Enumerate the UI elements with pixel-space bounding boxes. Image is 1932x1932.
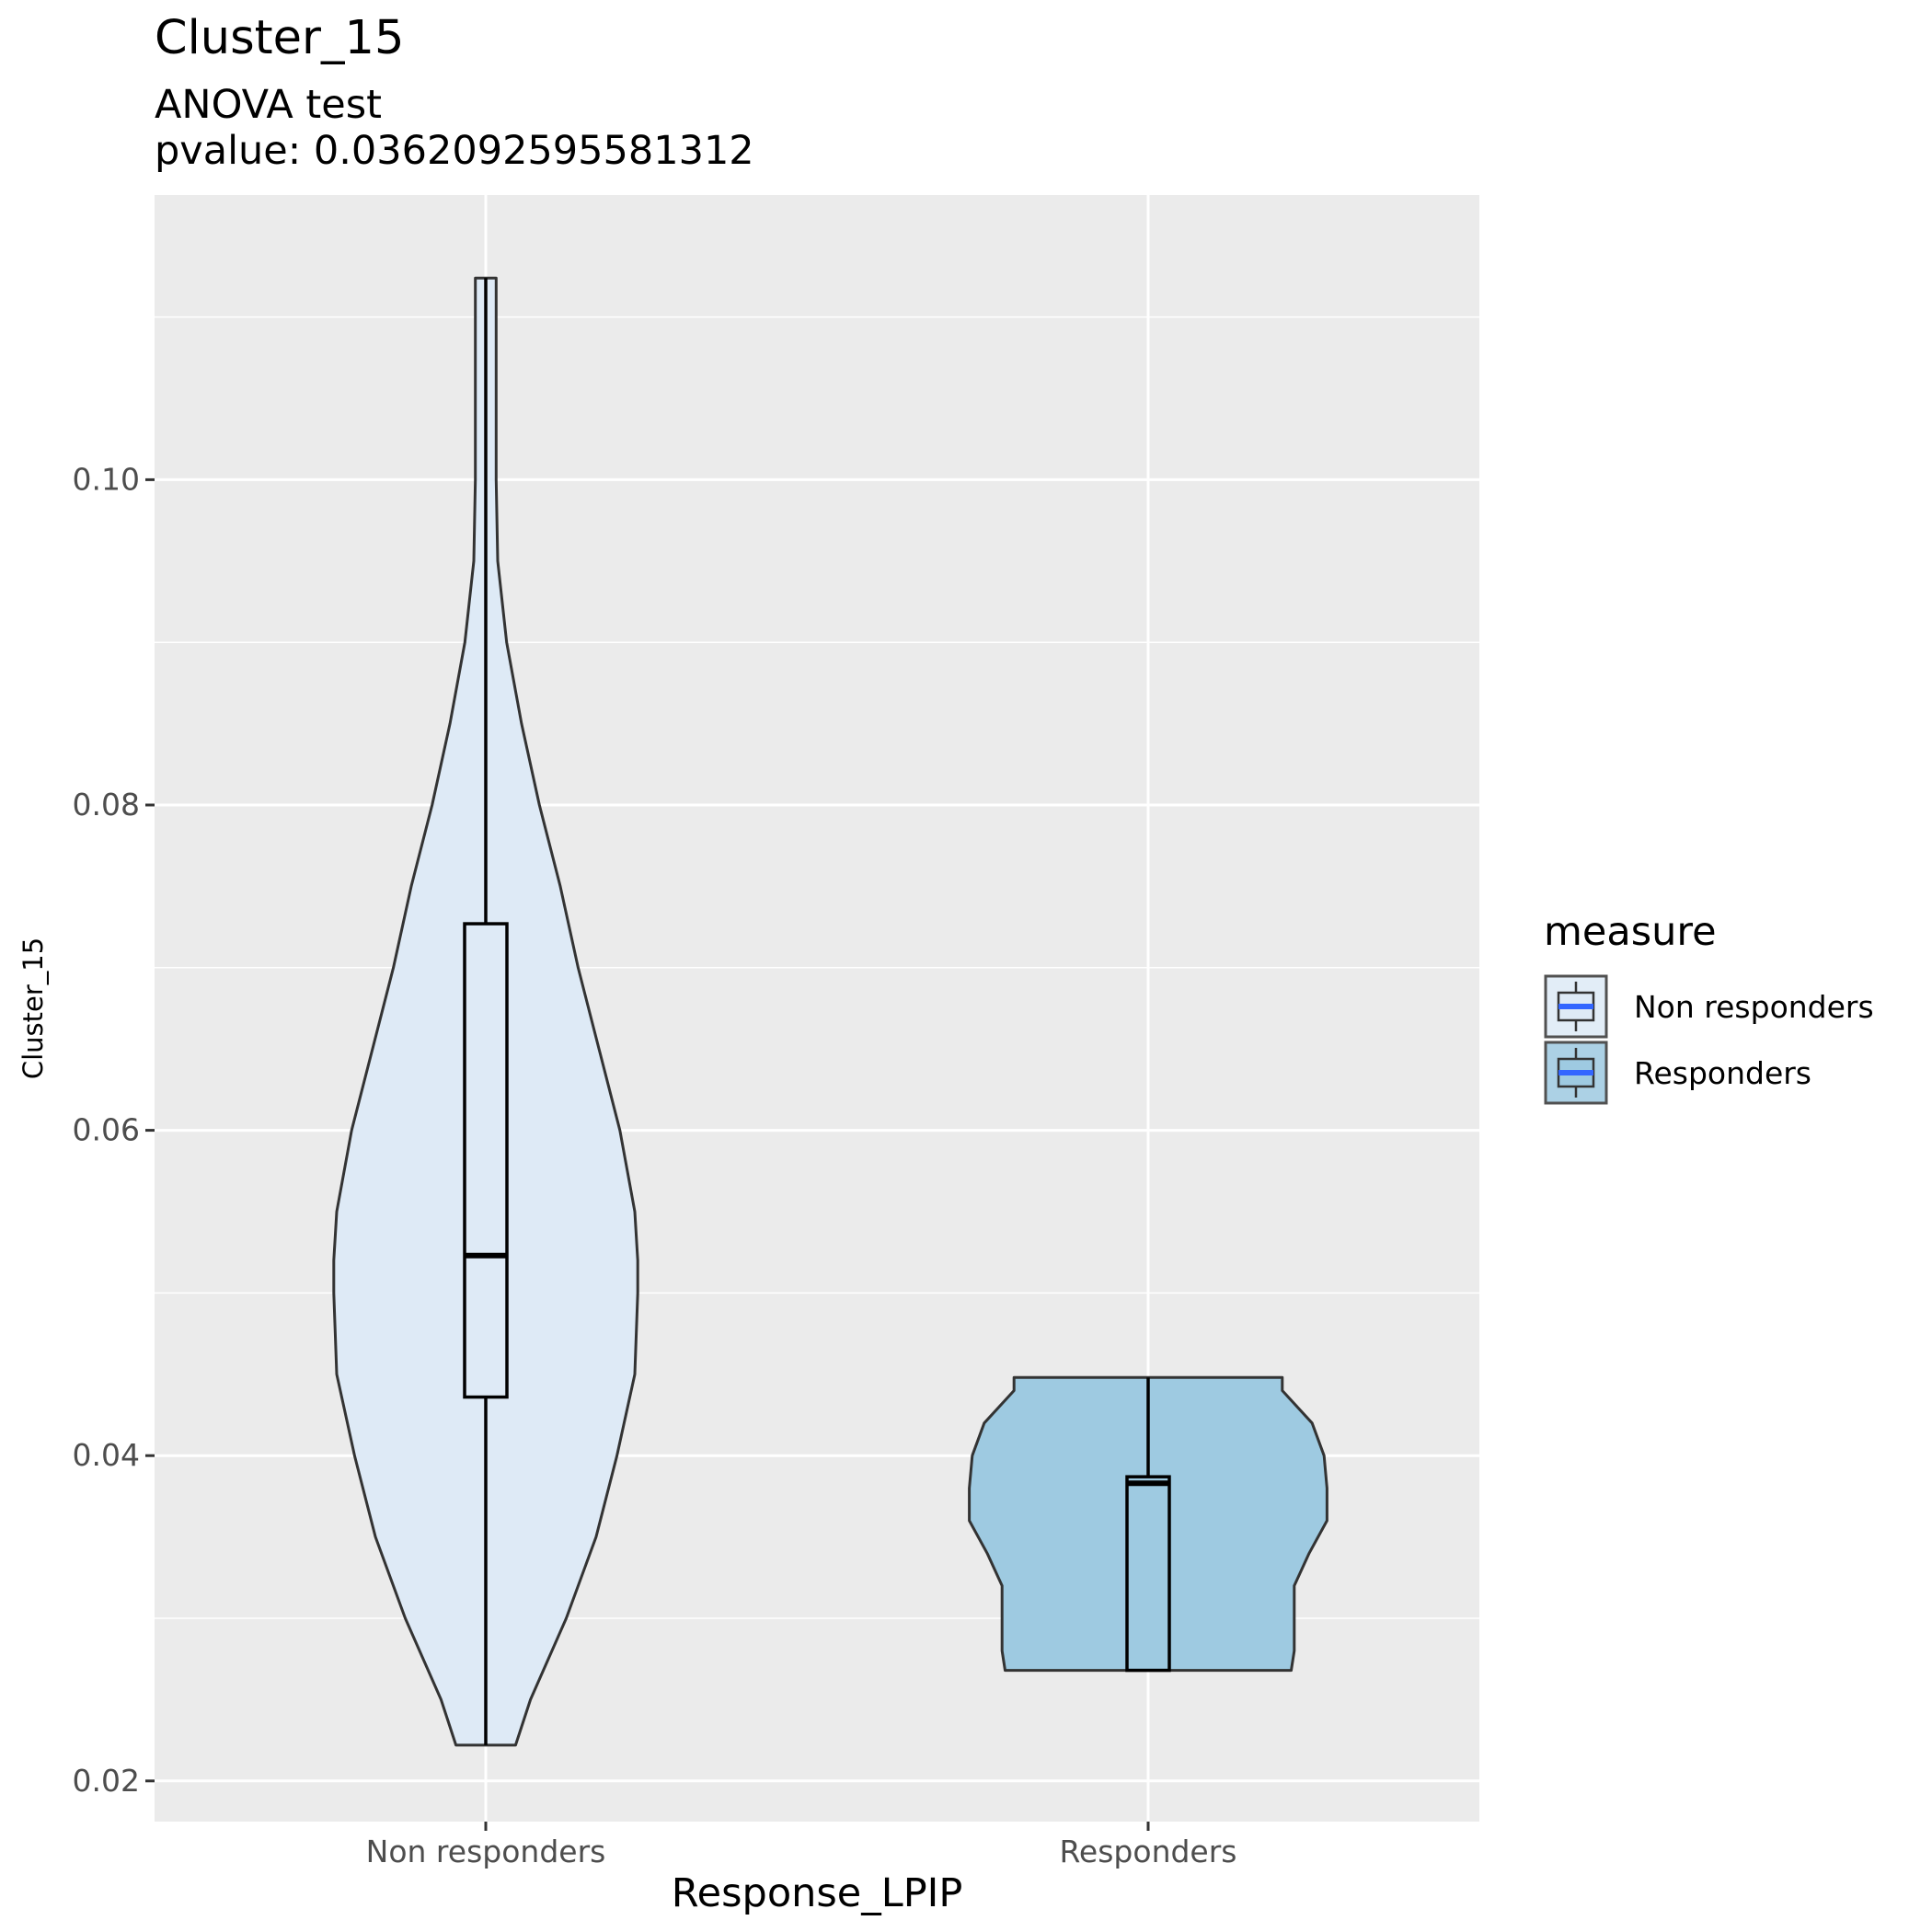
box-iqr <box>1125 1475 1171 1673</box>
y-tick-label: 0.04 <box>73 1437 140 1473</box>
y-tick-label: 0.02 <box>73 1763 140 1799</box>
chart-subtitle-pvalue: pvalue: 0.0362092595581312 <box>155 128 754 174</box>
legend-title: measure <box>1544 909 1717 955</box>
chart-subtitle-test: ANOVA test <box>155 82 382 128</box>
plot-panel <box>155 195 1479 1822</box>
x-tick-label: Responders <box>1059 1834 1236 1869</box>
chart-title: Cluster_15 <box>155 11 404 65</box>
legend-label: Non responders <box>1634 989 1874 1025</box>
x-tick-label: Non responders <box>366 1834 606 1869</box>
violins <box>332 276 1328 1747</box>
y-tick-label: 0.10 <box>73 461 140 497</box>
x-axis: Non responders Responders <box>366 1822 1237 1869</box>
box-iqr <box>463 922 509 1399</box>
legend: measure Non responders Responders <box>1544 909 1874 1105</box>
y-axis-title: Cluster_15 <box>17 937 49 1079</box>
y-tick-label: 0.06 <box>73 1112 140 1148</box>
x-axis-title: Response_LPIP <box>672 1870 963 1916</box>
y-tick-label: 0.08 <box>73 787 140 822</box>
legend-label: Responders <box>1634 1055 1811 1091</box>
y-axis: 0.02 0.04 0.06 0.08 0.10 <box>73 461 155 1799</box>
